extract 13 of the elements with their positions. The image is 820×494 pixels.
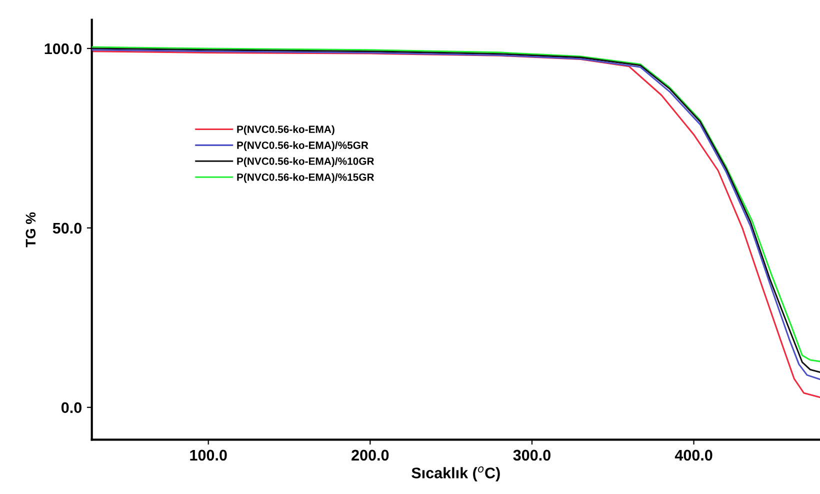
x-tick-label: 400.0 [674, 450, 712, 461]
x-tick-label: 300.0 [513, 450, 550, 461]
y-tick-label: 50.0 [52, 222, 82, 234]
legend-label: P(NVC0.56-ko-EMA)/%10GR [237, 157, 374, 167]
legend-label: P(NVC0.56-ko-EMA)/%15GR [237, 173, 374, 183]
legend-label: P(NVC0.56-ko-EMA)/%5GR [237, 141, 368, 152]
y-tick-label: 0.0 [61, 402, 82, 414]
y-tick-label: 100.0 [44, 43, 82, 54]
y-axis-title: TG % [26, 212, 36, 248]
x-tick-label: 100.0 [190, 450, 227, 461]
legend-label: P(NVC0.56-ko-EMA) [237, 125, 334, 136]
x-axis-title: Sıcaklık ($^{o}$C) [412, 466, 500, 482]
x-tick-label: 200.0 [352, 450, 389, 461]
